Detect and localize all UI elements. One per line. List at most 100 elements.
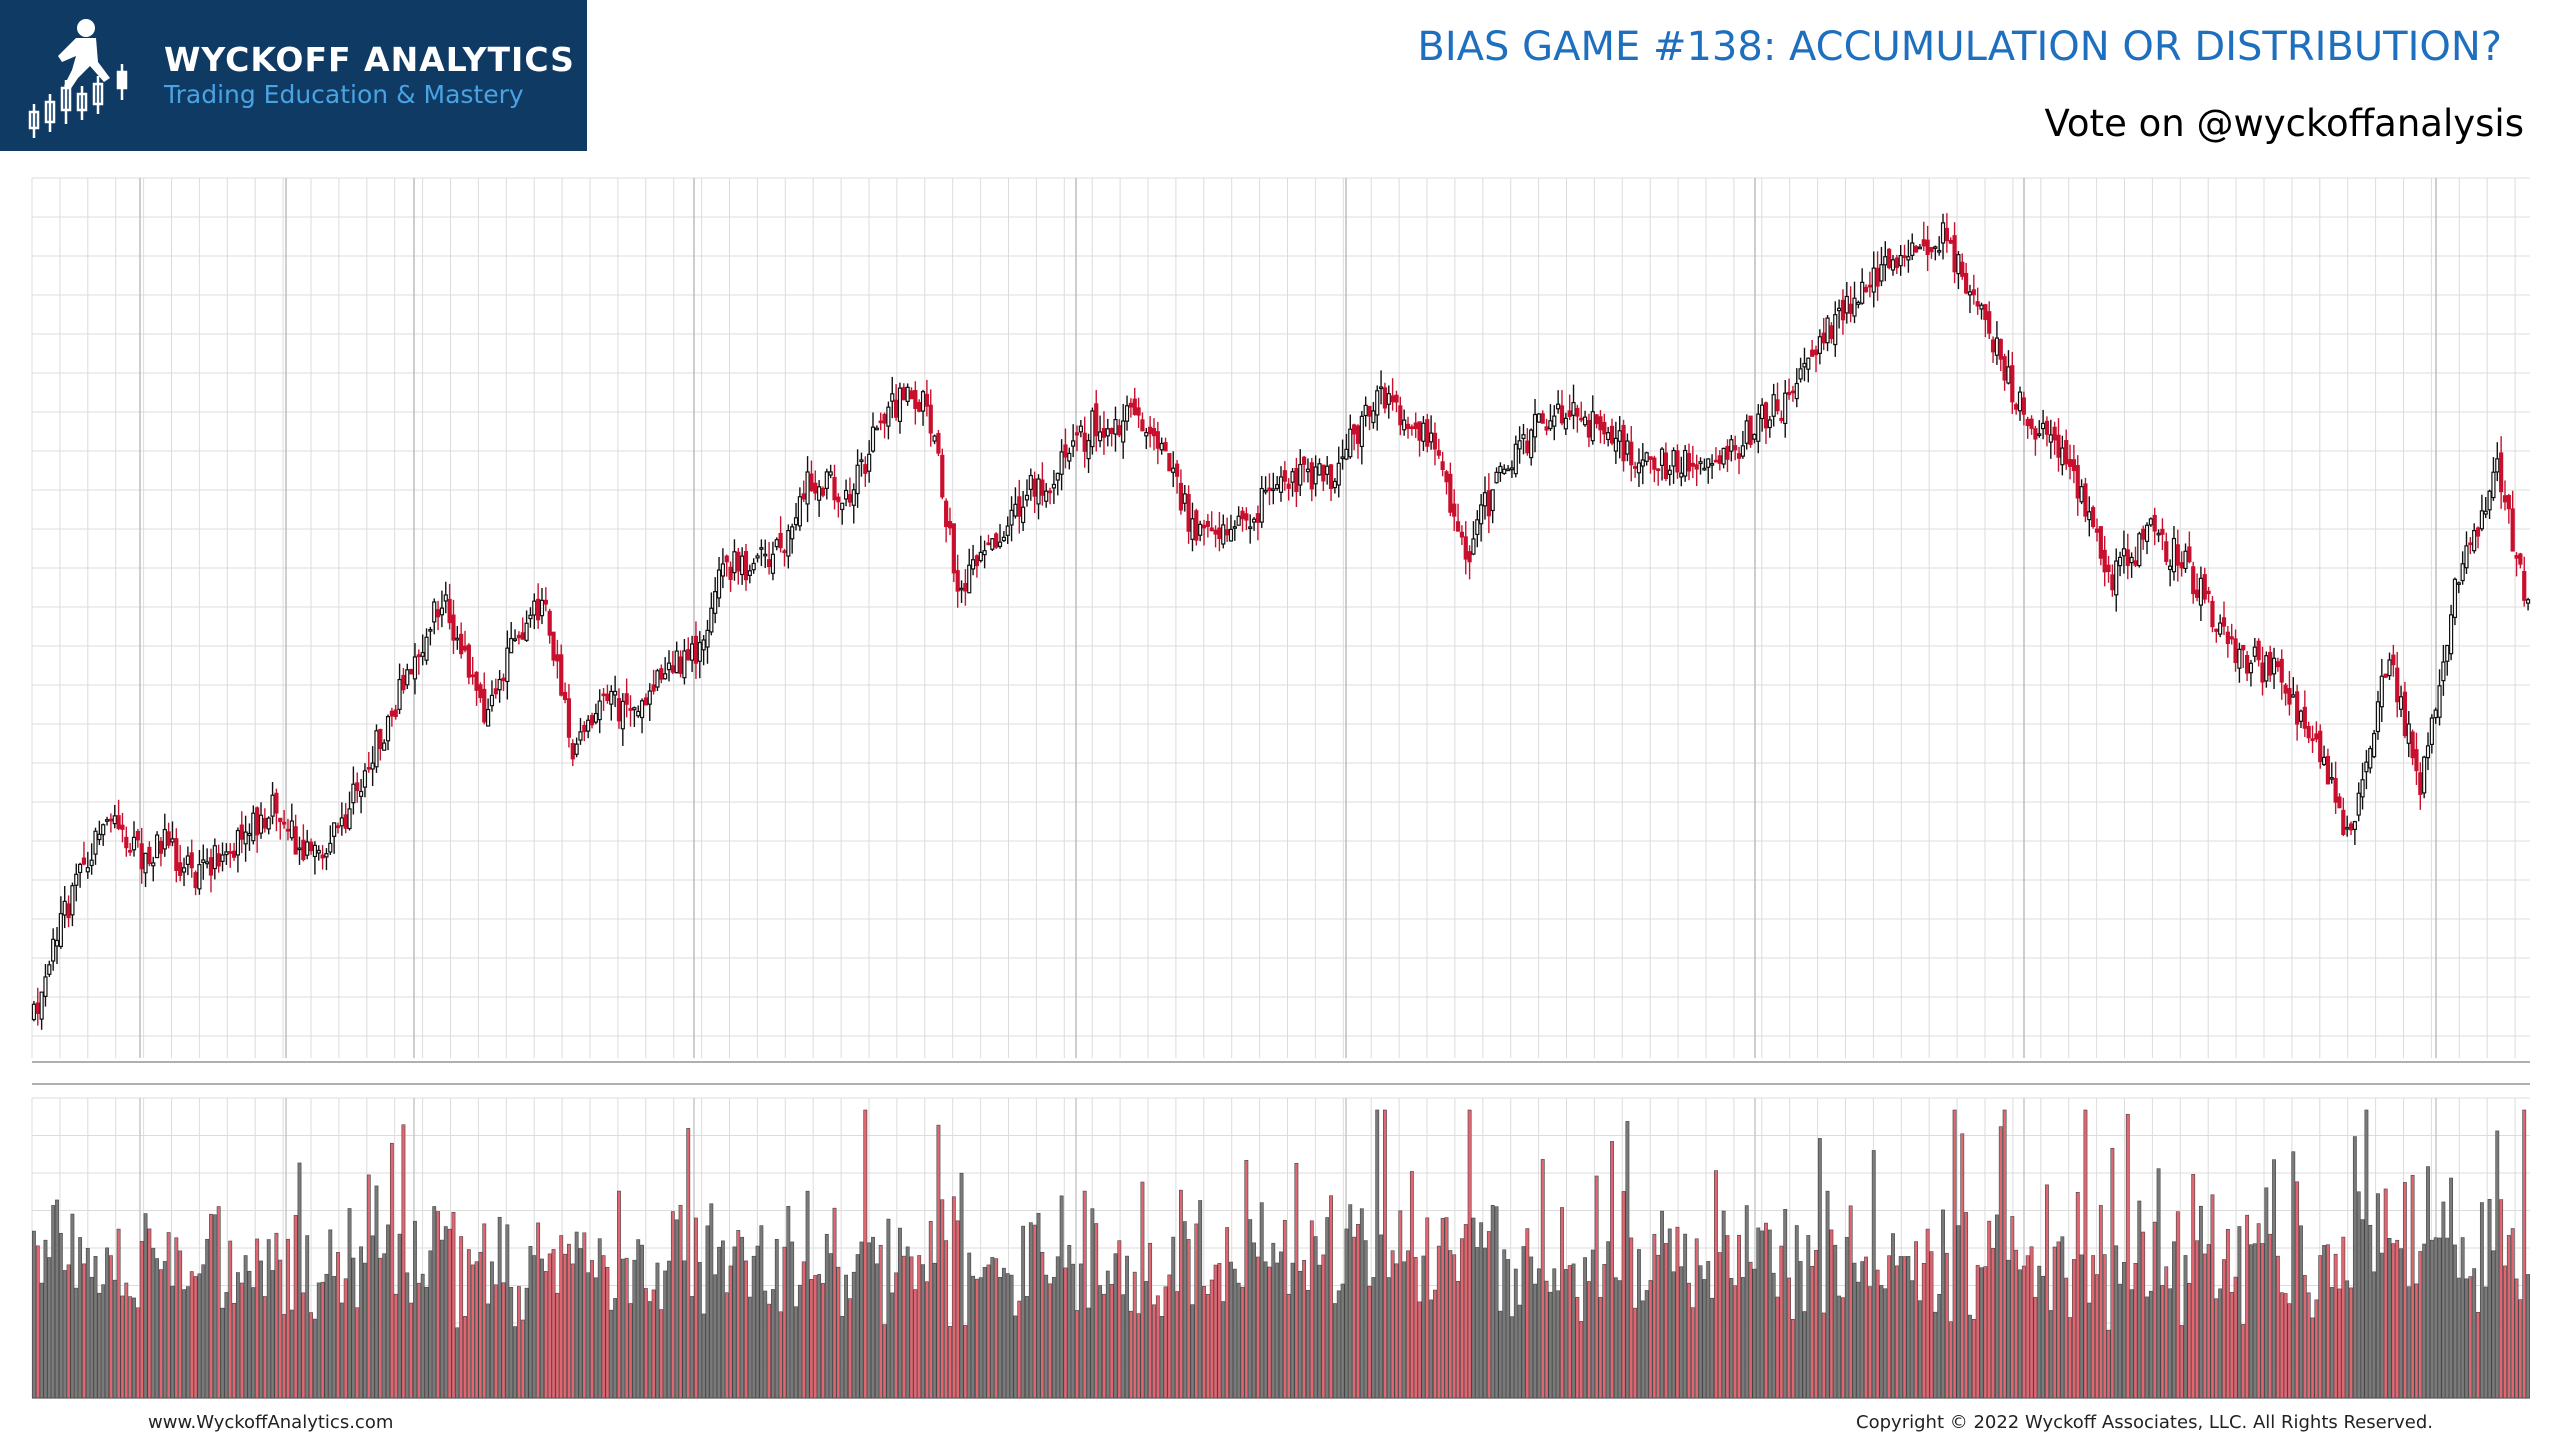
candle [524, 610, 529, 642]
volume-bar [2179, 1325, 2184, 1399]
candle-body [1733, 445, 1738, 451]
candle [1124, 395, 1130, 431]
candle [78, 862, 83, 888]
candle [486, 698, 491, 727]
candle [2487, 489, 2492, 520]
candle-body [1709, 463, 1715, 466]
candle [2302, 690, 2307, 737]
volume-bar [1182, 1221, 1187, 1399]
volume-bar [1914, 1241, 1919, 1399]
candle-body [2075, 464, 2080, 499]
volume-bar [516, 1286, 521, 1399]
candle [2029, 415, 2034, 435]
candle-body [1937, 249, 1942, 253]
candle [70, 882, 75, 927]
candle [2171, 526, 2177, 581]
candle [2306, 721, 2311, 744]
candle-body [420, 652, 425, 657]
candle [62, 886, 67, 929]
volume-bar [1744, 1205, 1749, 1399]
volume-bar [108, 1255, 113, 1399]
volume-bar [239, 1282, 244, 1399]
candle-body [486, 708, 491, 727]
candle-body [2429, 717, 2434, 745]
candle [1540, 410, 1545, 424]
candle-body [1513, 443, 1518, 475]
candle [1213, 525, 1218, 548]
candle-body [2225, 631, 2230, 644]
candle-body [2452, 578, 2458, 618]
candle-body [343, 814, 348, 829]
volume-bar [1075, 1310, 1079, 1399]
volume-bar [2048, 1310, 2053, 1399]
candle-body [1082, 432, 1087, 452]
candle-body [620, 700, 625, 730]
candle-body [2506, 495, 2511, 510]
candle [405, 663, 410, 690]
candle-body [1775, 399, 1780, 412]
candle-body [1752, 433, 1757, 440]
volume-bar [978, 1277, 983, 1399]
volume-bar [1317, 1264, 1322, 1399]
candle-body [320, 854, 325, 859]
candle [74, 863, 79, 902]
candle [85, 851, 90, 879]
volume-bar [555, 1292, 560, 1399]
candle [624, 678, 629, 718]
candle-body [35, 1002, 40, 1014]
candle-body [478, 684, 483, 699]
volume-bar [178, 1250, 183, 1399]
candle [1348, 414, 1353, 459]
candle [1429, 415, 1434, 450]
candle [824, 468, 829, 500]
volume-bar [2064, 1277, 2069, 1399]
candle [1771, 383, 1776, 427]
volume-bar [590, 1260, 594, 1399]
volume-bar [382, 1253, 387, 1399]
candle-body [2318, 730, 2323, 763]
candle-body [1167, 453, 1172, 472]
candle-body [316, 849, 321, 854]
candle [97, 820, 102, 846]
candle [705, 619, 710, 664]
candle-body [1667, 469, 1672, 475]
volume-bar [986, 1264, 991, 1399]
volume-bar [840, 1316, 845, 1399]
candle [412, 643, 418, 695]
volume-bar [1644, 1290, 1649, 1399]
candle [1044, 483, 1049, 508]
volume-bar [2483, 1286, 2488, 1399]
candle [374, 724, 379, 773]
volume-bar [551, 1249, 556, 1399]
candle [339, 802, 344, 836]
candle [2202, 567, 2207, 604]
candle-body [1829, 325, 1834, 339]
candle-body [1074, 432, 1080, 436]
candle [2033, 425, 2038, 456]
candle [2048, 419, 2053, 459]
candle-body [1867, 284, 1872, 288]
volume-bar [2506, 1235, 2511, 1399]
candle [1471, 521, 1476, 556]
candle [1567, 394, 1572, 421]
candle [2287, 671, 2292, 716]
candle-body [1652, 457, 1657, 470]
candle-body [170, 838, 175, 843]
volume-bar [509, 1286, 514, 1399]
candle [54, 927, 60, 965]
candle-body [1821, 332, 1826, 344]
candle [1894, 254, 1899, 275]
candle [805, 456, 810, 523]
volume-bar [1082, 1190, 1087, 1399]
candle-body [1171, 467, 1176, 473]
volume-bar [420, 1273, 425, 1399]
candle-body [2260, 662, 2265, 683]
candle [174, 828, 179, 883]
candle-body [181, 867, 187, 873]
volume-bar [1109, 1283, 1114, 1399]
candle [178, 844, 183, 882]
volume-bar [1852, 1262, 1857, 1399]
volume-bar [1128, 1310, 1133, 1399]
candle-body [536, 598, 541, 621]
candle [1582, 410, 1588, 427]
